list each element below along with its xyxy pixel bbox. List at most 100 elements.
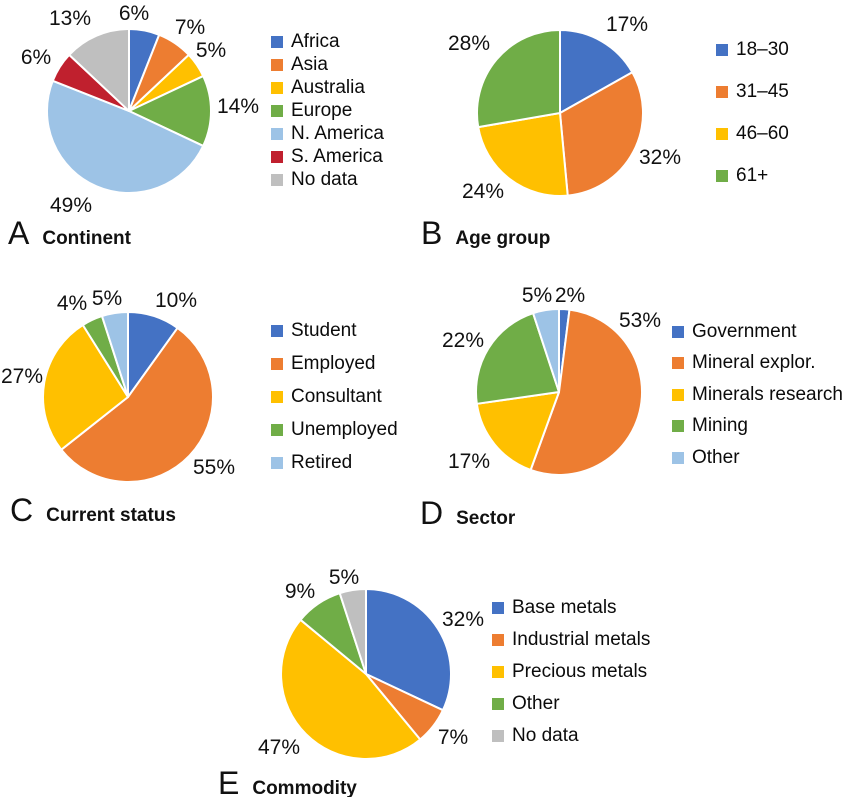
panel-b-letter: B [421, 215, 444, 251]
panel-b-legend-swatch-46-60 [716, 128, 728, 140]
panel-e-value-label-other: 9% [285, 580, 315, 603]
panel-b-legend-swatch-18-30 [716, 44, 728, 56]
panel-e-legend: Base metals Industrial metals Precious met… [492, 592, 650, 752]
panel-a-legend-swatch-s-america [271, 150, 283, 163]
panel-c-legend-item-retired: Retired [271, 446, 398, 479]
panel-a-letter: A [8, 215, 31, 251]
panel-a-legend-item-n-america: N. America [271, 122, 384, 145]
panel-a-legend-swatch-europe [271, 104, 283, 117]
panel-d-legend-item-mining: Mining [672, 411, 843, 443]
panel-d-value-label-other: 5% [522, 284, 552, 307]
panel-a-legend-label-africa: Africa [291, 30, 340, 52]
panel-c-legend-item-consultant: Consultant [271, 380, 398, 413]
panel-a-value-label-n-america: 49% [50, 194, 92, 217]
panel-e-value-label-no-data: 5% [329, 566, 359, 589]
panel-c-value-label-consultant: 27% [1, 365, 43, 388]
panel-e-legend-label-other: Other [512, 693, 560, 714]
panel-b-value-label-18-30: 17% [606, 13, 648, 36]
panel-b-legend-item-46-60: 46–60 [716, 113, 789, 155]
panel-c-legend-item-employed: Employed [271, 347, 398, 380]
panel-d-legend-swatch-other [672, 451, 684, 464]
panel-c-legend-swatch-student [271, 324, 283, 337]
panel-c-slice-employed [60, 326, 214, 483]
panel-d-value-label-mining: 22% [442, 329, 484, 352]
panel-c-slice-retired [100, 311, 129, 398]
panel-b-title: Age group [455, 228, 551, 249]
panel-c-value-label-student: 10% [155, 289, 197, 312]
panel-e-value-label-base-metals: 32% [442, 608, 484, 631]
panel-d-legend-label-mining: Mining [692, 415, 748, 437]
panel-d-legend-item-mineral-explor: Mineral explor. [672, 348, 843, 380]
panel-d-slice-mineral-explor [529, 308, 644, 476]
panel-d-legend-swatch-mineral-explor [672, 357, 684, 370]
panel-b-legend-label-31-45: 31–45 [736, 81, 789, 102]
panel-a-legend-item-australia: Australia [271, 76, 384, 99]
panel-d-legend-swatch-government [672, 325, 684, 338]
panel-d-value-label-mineral-explor: 53% [619, 309, 661, 332]
panel-e-slice-no-data [338, 588, 367, 675]
panel-d-legend-label-government: Government [692, 320, 797, 342]
panel-c-legend-swatch-unemployed [271, 423, 283, 436]
panel-c-legend-swatch-employed [271, 357, 283, 370]
panel-e-legend-swatch-other [492, 698, 504, 710]
panel-d-legend-item-other: Other [672, 442, 843, 474]
panel-e-legend-label-industrial-metals: Industrial metals [512, 629, 651, 650]
panel-c-title: Current status [46, 505, 176, 526]
panel-c-legend: Student Employed Consultant Unemployed Retir… [271, 314, 398, 479]
panel-c-legend-item-student: Student [271, 314, 398, 347]
panel-c-caption: C Current status [10, 494, 176, 527]
panel-a-legend-item-asia: Asia [271, 53, 384, 76]
panel-d-legend-label-mineral-explor: Mineral explor. [692, 352, 816, 374]
panel-d-slice-other [532, 307, 560, 393]
panel-e-value-label-precious-metals: 47% [258, 736, 300, 759]
panel-e-value-label-industrial-metals: 7% [438, 726, 468, 749]
panel-b-value-label-31-45: 32% [639, 146, 681, 169]
panel-a-value-label-no-data: 13% [49, 7, 91, 30]
panel-a-legend-label-s-america: S. America [291, 145, 383, 167]
panel-b-value-label-46-60: 24% [462, 180, 504, 203]
panel-e-legend-item-precious-metals: Precious metals [492, 656, 650, 688]
panel-e-caption: E Commodity [218, 767, 357, 797]
panel-a-value-label-asia: 7% [175, 16, 205, 39]
panel-d-title: Sector [456, 508, 516, 529]
panel-a-legend-label-asia: Asia [291, 53, 328, 75]
panel-c-value-label-unemployed: 4% [57, 292, 87, 315]
panel-e-legend-swatch-base-metals [492, 602, 504, 614]
panel-c-legend-item-unemployed: Unemployed [271, 413, 398, 446]
panel-a-legend-label-no-data: No data [291, 168, 358, 190]
panel-e-legend-label-precious-metals: Precious metals [512, 661, 648, 682]
panel-c-letter: C [10, 492, 35, 528]
panel-e-legend-label-base-metals: Base metals [512, 597, 617, 618]
panel-c-value-label-employed: 55% [193, 456, 235, 479]
panel-e-title: Commodity [252, 778, 357, 797]
panel-e-legend-item-no-data: No data [492, 720, 650, 752]
panel-d-legend-swatch-minerals-research [672, 388, 684, 401]
panel-b-slice-18-30 [559, 29, 634, 114]
panel-e-legend-swatch-no-data [492, 730, 504, 742]
panel-d-caption: D Sector [420, 497, 515, 530]
panel-b-legend-item-61: 61+ [716, 155, 789, 197]
panel-b-legend-swatch-31-45 [716, 86, 728, 98]
panel-a-slice-europe [128, 75, 213, 147]
panel-d-legend-item-government: Government [672, 316, 843, 348]
panel-a-legend-swatch-n-america [271, 127, 283, 140]
panel-a-title: Continent [42, 228, 131, 249]
panel-e-legend-label-no-data: No data [512, 725, 579, 746]
panel-a-legend: Africa Asia Australia Europe N. America S. Am… [271, 30, 384, 191]
panel-c-legend-label-student: Student [291, 319, 357, 341]
panel-a-value-label-europe: 14% [217, 95, 259, 118]
panel-d-legend-item-minerals-research: Minerals research [672, 379, 843, 411]
panel-d-letter: D [420, 495, 445, 531]
panel-a-legend-item-no-data: No data [271, 168, 384, 191]
panel-b-legend-label-46-60: 46–60 [736, 123, 789, 144]
panel-b-caption: B Age group [421, 217, 550, 250]
panel-b-slice-46-60 [477, 112, 569, 197]
panel-e-slice-base-metals [365, 588, 452, 712]
panel-b-legend-swatch-61 [716, 170, 728, 182]
panel-e-slice-precious-metals [280, 618, 422, 760]
panel-c-slice-consultant [42, 323, 129, 451]
panel-a-legend-item-s-america: S. America [271, 145, 384, 168]
panel-e-legend-item-industrial-metals: Industrial metals [492, 624, 650, 656]
